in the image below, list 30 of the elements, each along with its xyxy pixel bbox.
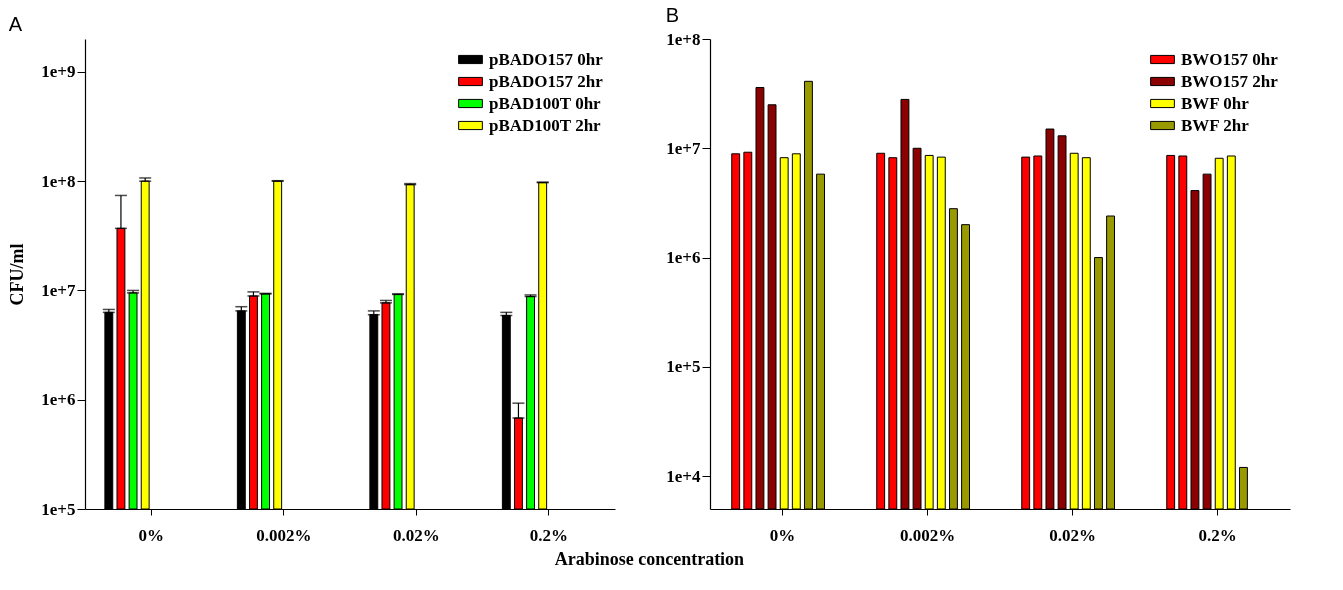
legend-label: pBADO157 0hr bbox=[489, 49, 604, 69]
x-tick-label: 0.2% bbox=[529, 525, 568, 545]
y-tick-label: 1e+6 bbox=[41, 390, 76, 410]
chart-title: B bbox=[665, 4, 680, 26]
x-tick-label: 0% bbox=[769, 525, 796, 545]
x-tick-label: 0.002% bbox=[256, 525, 312, 545]
x-tick-label: 0.2% bbox=[1198, 525, 1237, 545]
legend-label: BWF 2hr bbox=[1181, 115, 1250, 135]
y-tick-label: 1e+4 bbox=[666, 466, 701, 486]
y-tick-label: 1e+8 bbox=[41, 171, 76, 191]
y-tick-label: 1e+5 bbox=[41, 499, 76, 519]
legend-label: BWF 0hr bbox=[1181, 93, 1250, 113]
y-axis-title: CFU/ml bbox=[7, 243, 28, 306]
legend-label: pBAD100T 2hr bbox=[489, 115, 602, 135]
y-tick-label: 1e+7 bbox=[666, 138, 701, 158]
x-tick-label: 0.002% bbox=[899, 525, 956, 545]
chart-title: A bbox=[8, 13, 23, 35]
x-tick-label: 0.02% bbox=[392, 525, 440, 545]
y-tick-label: 1e+7 bbox=[41, 280, 76, 300]
legend-label: BWO157 0hr bbox=[1181, 49, 1279, 69]
y-tick-label: 1e+6 bbox=[666, 248, 701, 268]
legend-label: BWO157 2hr bbox=[1181, 71, 1279, 91]
legend-label: pBAD100T 0hr bbox=[489, 93, 602, 113]
x-tick-label: 0.02% bbox=[1049, 525, 1096, 545]
x-tick-label: 0% bbox=[138, 525, 164, 545]
y-tick-label: 1e+9 bbox=[41, 62, 76, 82]
legend-label: pBADO157 2hr bbox=[489, 71, 604, 91]
y-tick-label: 1e+8 bbox=[666, 29, 701, 49]
x-axis-title: Arabinose concentration bbox=[554, 549, 745, 569]
y-tick-label: 1e+5 bbox=[666, 357, 701, 377]
